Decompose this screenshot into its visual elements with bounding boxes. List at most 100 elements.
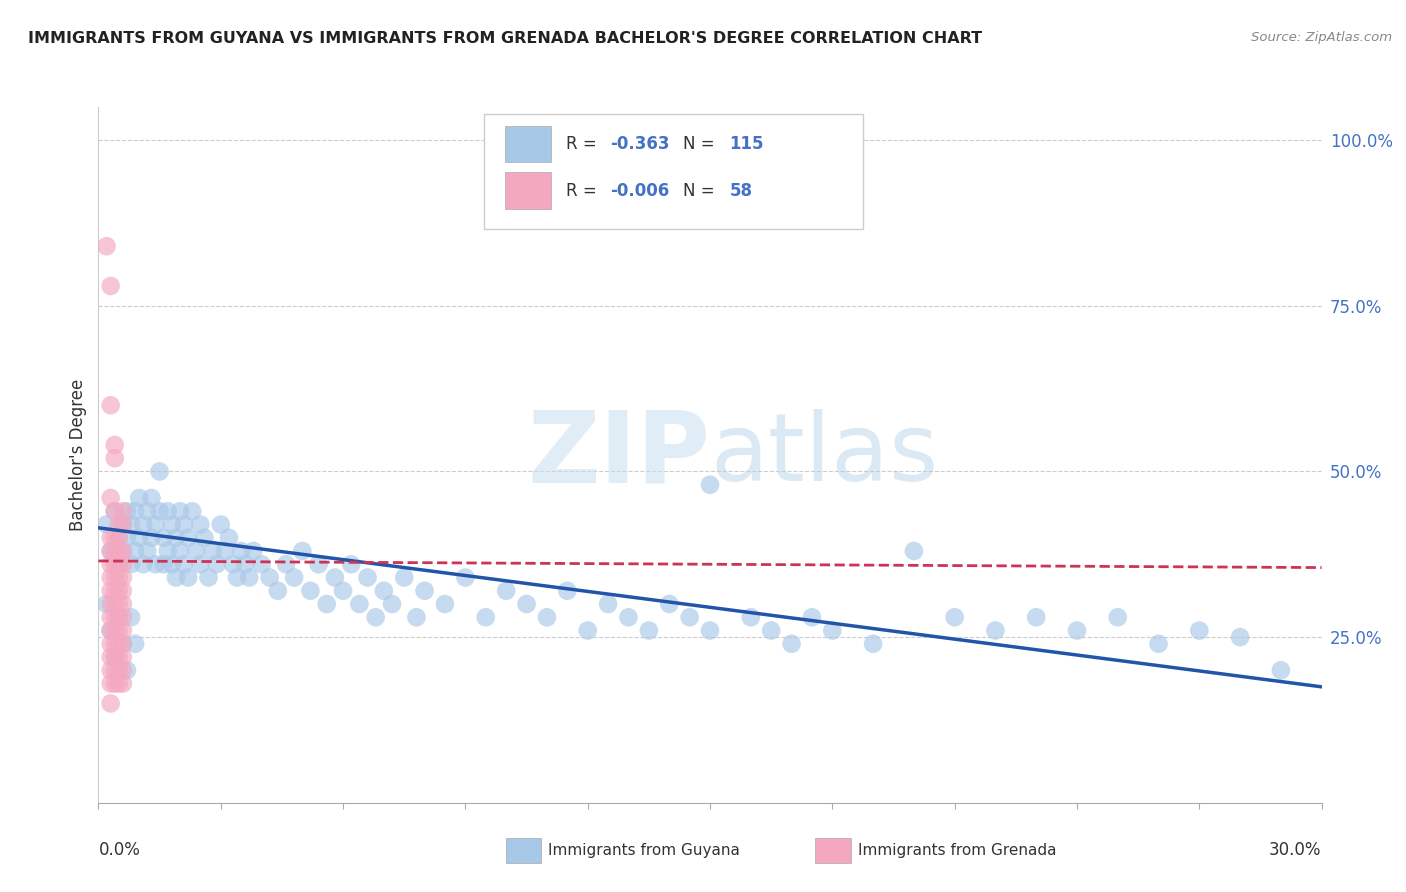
Point [1270, 663, 1292, 677]
Point [267, 583, 290, 598]
Text: N =: N = [683, 182, 720, 200]
Point [104, 451, 127, 466]
Point [100, 558, 122, 572]
Point [821, 624, 844, 638]
Point [104, 624, 127, 638]
Point [108, 663, 131, 677]
Point [149, 465, 172, 479]
Point [1229, 630, 1251, 644]
Point [111, 637, 134, 651]
Point [108, 676, 131, 690]
Text: IMMIGRANTS FROM GUYANA VS IMMIGRANTS FROM GRENADA BACHELOR'S DEGREE CORRELATION : IMMIGRANTS FROM GUYANA VS IMMIGRANTS FRO… [28, 31, 983, 46]
Point [658, 597, 681, 611]
Point [111, 570, 134, 584]
Point [115, 663, 138, 677]
Point [638, 624, 661, 638]
Point [141, 491, 163, 505]
Point [100, 544, 122, 558]
Point [392, 570, 416, 584]
Point [238, 570, 260, 584]
Text: 115: 115 [730, 135, 763, 153]
Y-axis label: Bachelor's Degree: Bachelor's Degree [69, 379, 87, 531]
Point [1066, 624, 1088, 638]
Point [332, 583, 354, 598]
Point [132, 558, 155, 572]
Point [349, 597, 371, 611]
Point [96, 517, 118, 532]
Text: -0.363: -0.363 [610, 135, 669, 153]
Text: N =: N = [683, 135, 720, 153]
Point [188, 558, 212, 572]
Point [516, 597, 538, 611]
Point [100, 279, 122, 293]
Point [111, 504, 134, 518]
Point [120, 558, 142, 572]
Text: R =: R = [565, 182, 602, 200]
Point [100, 491, 122, 505]
Point [108, 517, 131, 532]
Point [96, 597, 118, 611]
Point [111, 624, 134, 638]
Point [381, 597, 404, 611]
Point [108, 650, 131, 665]
Point [100, 398, 122, 412]
Point [340, 558, 363, 572]
Point [100, 663, 122, 677]
Point [984, 624, 1007, 638]
Point [413, 583, 436, 598]
Point [104, 438, 127, 452]
Point [214, 544, 236, 558]
Point [315, 597, 337, 611]
Point [679, 610, 702, 624]
Point [115, 504, 138, 518]
Point [115, 531, 138, 545]
Point [100, 697, 122, 711]
Point [173, 517, 195, 532]
Point [104, 570, 127, 584]
Text: -0.006: -0.006 [610, 182, 669, 200]
Point [557, 583, 579, 598]
Point [169, 544, 191, 558]
Point [104, 583, 127, 598]
Point [576, 624, 599, 638]
Point [100, 610, 122, 624]
Point [108, 637, 131, 651]
Point [152, 531, 174, 545]
Point [780, 637, 803, 651]
Point [231, 544, 253, 558]
Point [233, 558, 256, 572]
Point [108, 583, 131, 598]
Point [132, 517, 155, 532]
Point [100, 544, 122, 558]
Point [104, 650, 127, 665]
Point [108, 570, 131, 584]
Point [111, 676, 134, 690]
Point [218, 531, 240, 545]
Point [903, 544, 925, 558]
Point [149, 504, 172, 518]
Point [188, 517, 212, 532]
Point [108, 610, 131, 624]
Point [104, 676, 127, 690]
Point [111, 597, 134, 611]
Point [283, 570, 305, 584]
Point [169, 504, 191, 518]
Point [761, 624, 783, 638]
Point [100, 531, 122, 545]
Text: ZIP: ZIP [527, 407, 710, 503]
Point [173, 558, 195, 572]
Point [201, 544, 224, 558]
Text: 58: 58 [730, 182, 752, 200]
Point [104, 504, 127, 518]
Point [141, 531, 163, 545]
Point [250, 558, 273, 572]
Point [128, 491, 150, 505]
Text: Source: ZipAtlas.com: Source: ZipAtlas.com [1251, 31, 1392, 45]
Point [205, 558, 228, 572]
Point [405, 610, 427, 624]
Point [136, 504, 159, 518]
Point [111, 517, 134, 532]
Point [111, 558, 134, 572]
Point [209, 517, 232, 532]
Point [943, 610, 966, 624]
